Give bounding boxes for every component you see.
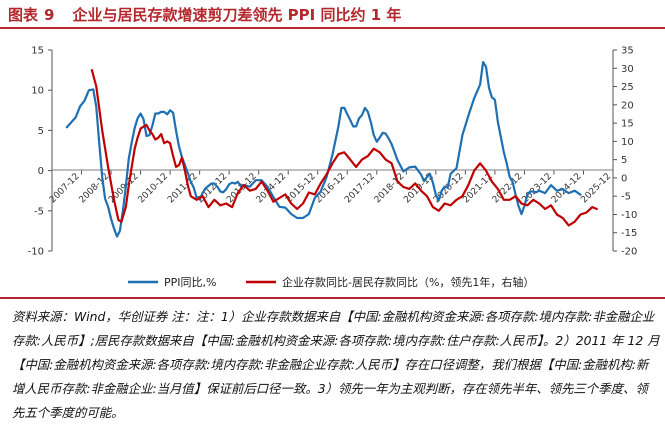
source-note: 资料来源：Wind，华创证券 注：注：1）企业存款数据来自【中国:金融机构资金来… bbox=[12, 309, 660, 420]
series-line-ppi bbox=[65, 60, 582, 238]
figure-title: 图表 9 企业与居民存款增速剪刀差领先 PPI 同比约 1 年 bbox=[8, 3, 658, 27]
left-tick-label: 15 bbox=[31, 46, 44, 57]
left-tick-label: 5 bbox=[38, 126, 44, 137]
right-tick-label: -15 bbox=[621, 228, 637, 239]
left-tick-label: 0 bbox=[38, 166, 44, 177]
right-axis-ticks: 35 30 25 20 15 10 5 0 -5 -10 -15 -20 bbox=[613, 46, 637, 258]
x-tick-label: 2020-12 bbox=[432, 172, 466, 206]
right-tick-label: -10 bbox=[621, 210, 637, 221]
title-rule bbox=[0, 27, 665, 29]
right-tick-label: 25 bbox=[621, 82, 634, 93]
figure-number: 9 bbox=[44, 6, 55, 24]
source-rule bbox=[0, 297, 665, 299]
left-tick-label: 10 bbox=[31, 86, 44, 97]
right-tick-label: -20 bbox=[621, 247, 637, 258]
right-tick-label: 35 bbox=[621, 46, 634, 57]
x-tick-label: 2017-12 bbox=[343, 172, 377, 206]
right-tick-label: 5 bbox=[621, 155, 627, 166]
x-tick-label: 2025-12 bbox=[579, 172, 613, 206]
right-tick-label: 15 bbox=[621, 119, 634, 130]
right-tick-label: 20 bbox=[621, 100, 634, 111]
figure-title-text: 企业与居民存款增速剪刀差领先 PPI 同比约 1 年 bbox=[72, 6, 402, 24]
legend-label-ppi: PPI同比,% bbox=[164, 276, 216, 289]
plot-series bbox=[65, 60, 598, 238]
chart: 15 10 5 0 -5 -10 35 30 25 20 15 10 5 0 -5 -10 -15 -20 20… bbox=[28, 46, 638, 290]
x-tick-label: 2010-12 bbox=[137, 172, 171, 206]
right-tick-label: 10 bbox=[621, 137, 634, 148]
x-axis-ticks: 2007-122008-122009-122010-122011-122012-… bbox=[48, 170, 614, 206]
figure-label: 图表 bbox=[8, 6, 39, 24]
right-tick-label: 30 bbox=[621, 64, 634, 75]
x-tick-label: 2018-12 bbox=[373, 172, 407, 206]
right-tick-label: -5 bbox=[621, 192, 631, 203]
x-tick-label: 2012-12 bbox=[196, 172, 230, 206]
left-tick-label: -10 bbox=[28, 247, 44, 258]
x-tick-label: 2007-12 bbox=[48, 172, 82, 206]
left-axis-ticks: 15 10 5 0 -5 -10 bbox=[28, 46, 52, 258]
left-tick-label: -5 bbox=[34, 206, 44, 217]
right-tick-label: 0 bbox=[621, 173, 627, 184]
legend: PPI同比,% 企业存款同比-居民存款同比（%，领先1年，右轴） bbox=[128, 275, 534, 289]
legend-label-spread: 企业存款同比-居民存款同比（%，领先1年，右轴） bbox=[282, 275, 534, 289]
series-line-spread bbox=[90, 68, 598, 227]
